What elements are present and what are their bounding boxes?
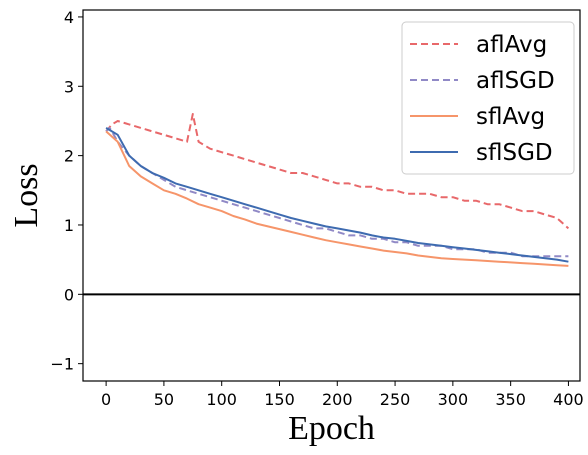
legend-label-aflAvg: aflAvg [476, 32, 547, 58]
x-tick-label: 250 [380, 390, 411, 409]
y-tick-label: 4 [64, 8, 74, 27]
legend-label-aflSGD: aflSGD [476, 68, 555, 94]
x-tick-label: 200 [322, 390, 353, 409]
x-tick-label: 150 [264, 390, 295, 409]
series-line-aflAvg [105, 113, 570, 230]
y-axis-title: Loss [8, 163, 45, 227]
plot-frame [82, 9, 581, 382]
legend: aflAvg aflSGD sflAvg sflSGD [401, 21, 575, 175]
series-line-sflSGD [105, 127, 569, 263]
x-tick-label: 350 [495, 390, 526, 409]
x-tick-label: 50 [154, 390, 174, 409]
y-tick-label: 1 [64, 216, 74, 235]
y-tick-label: 3 [64, 77, 74, 96]
series-layer [105, 113, 570, 267]
x-axis-title: Epoch [288, 410, 375, 447]
x-tick-label: 400 [553, 390, 584, 409]
series-line-sflAvg [105, 130, 569, 267]
y-tick-label: −1 [50, 355, 74, 374]
y-axis-ticks: −1 0 1 2 3 4 [50, 8, 83, 374]
series-line-aflSGD [105, 126, 569, 258]
y-tick-label: 0 [64, 285, 74, 304]
legend-box [401, 21, 575, 175]
legend-label-sflAvg: sflAvg [476, 104, 545, 130]
x-tick-label: 100 [206, 390, 237, 409]
y-tick-label: 2 [64, 147, 74, 166]
x-axis-ticks: 0 50 100 150 200 250 300 350 400 [101, 381, 584, 409]
x-tick-label: 0 [101, 390, 111, 409]
legend-label-sflSGD: sflSGD [476, 140, 553, 166]
x-tick-label: 300 [438, 390, 469, 409]
